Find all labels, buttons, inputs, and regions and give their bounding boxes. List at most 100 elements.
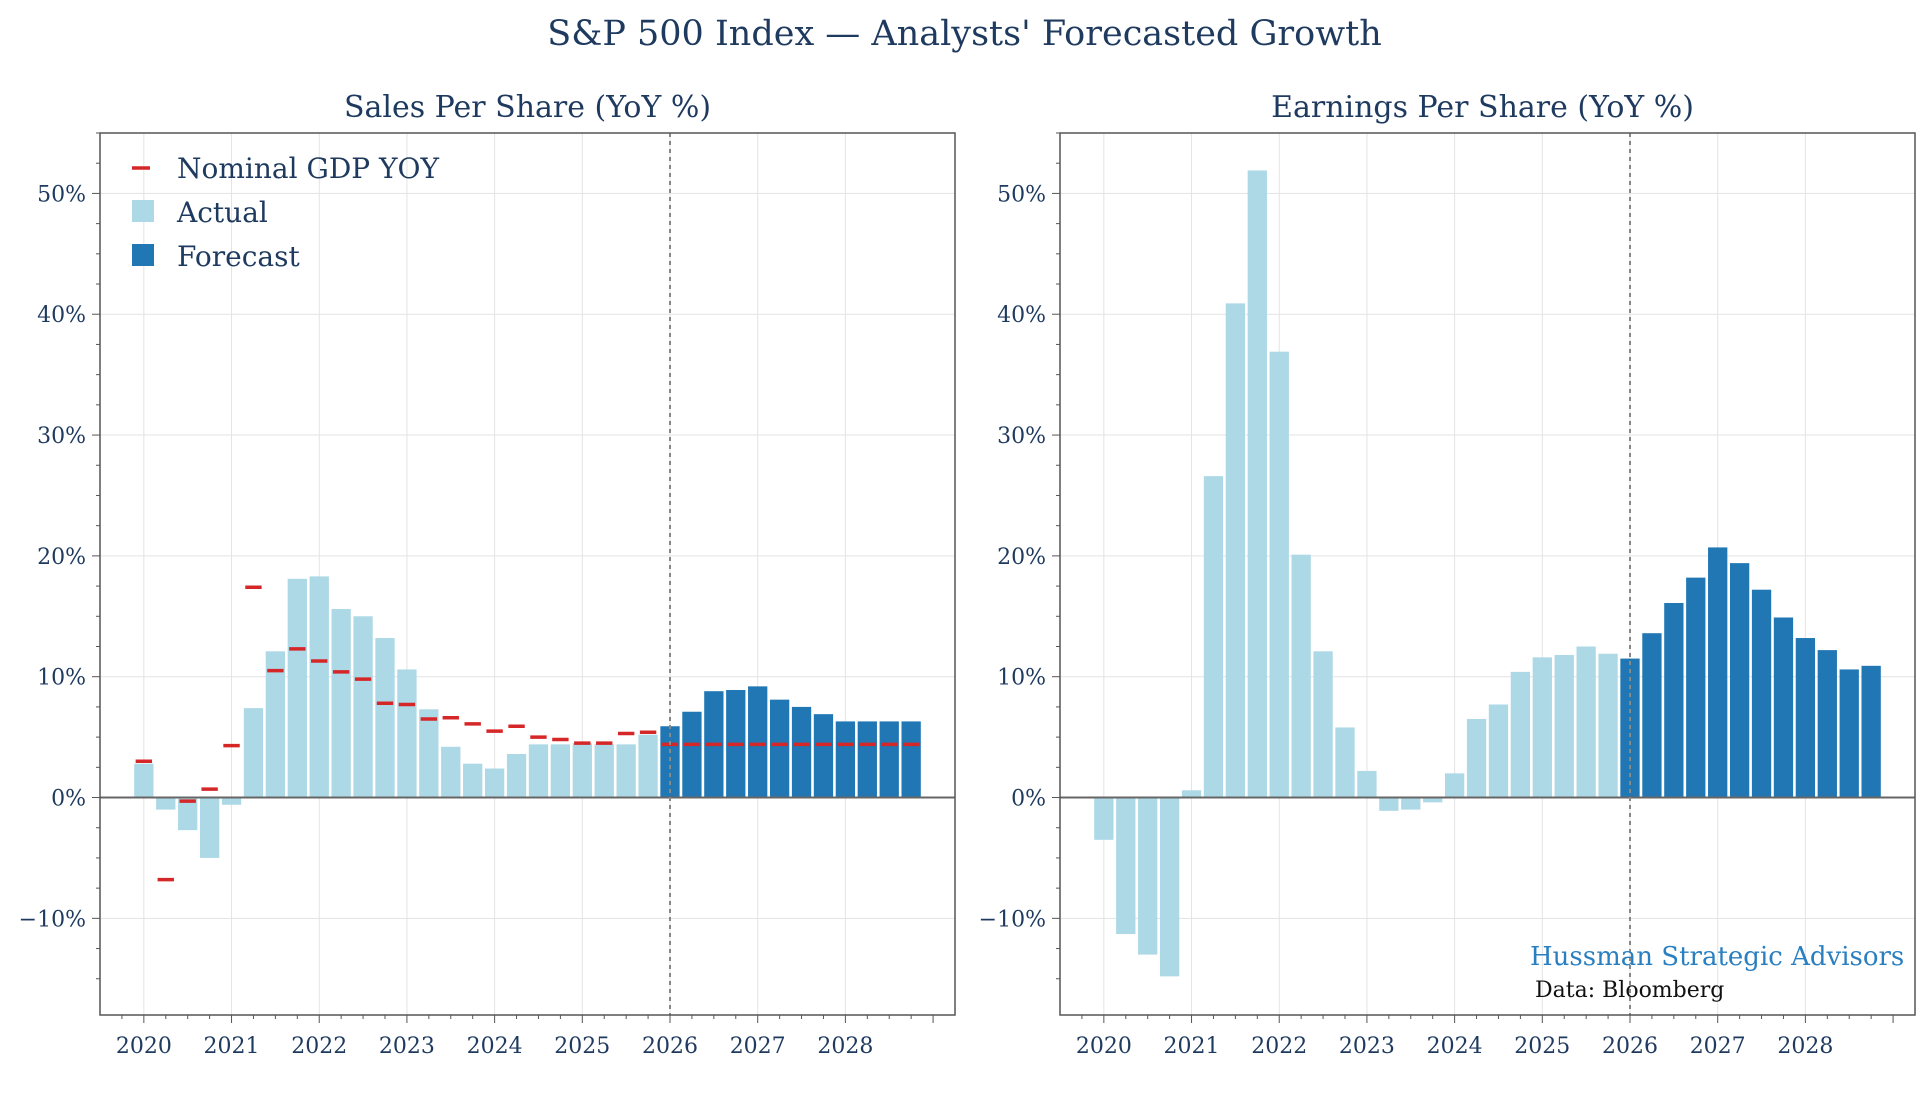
- sales-forecast-bar: [791, 706, 812, 798]
- sales-actual-bar: [463, 763, 483, 798]
- sales-plot-frame: [99, 132, 956, 1016]
- sales-actual-bar: [375, 638, 395, 798]
- brand-label: Hussman Strategic Advisors: [1530, 942, 1905, 972]
- sales-forecast-bar: [682, 711, 702, 798]
- sales-y-tick-label: −10%: [19, 907, 86, 932]
- earnings-actual-bar: [1181, 790, 1202, 798]
- earnings-x-tick-label: 2020: [1076, 1034, 1132, 1059]
- earnings-actual-bar: [1269, 351, 1289, 798]
- earnings-forecast-bar: [1708, 547, 1728, 798]
- sales-forecast-bar: [748, 686, 768, 798]
- earnings-actual-bar: [1225, 303, 1246, 798]
- sales-actual-bar: [134, 763, 154, 798]
- sales-actual-bar: [397, 669, 417, 798]
- earnings-x-tick-label: 2023: [1339, 1034, 1395, 1059]
- sales-forecast-bar: [901, 721, 921, 798]
- earnings-y-tick-label: 0%: [1011, 787, 1046, 812]
- legend-forecast-swatch: [132, 244, 154, 266]
- legend-forecast-label: Forecast: [177, 240, 300, 273]
- earnings-actual-bar: [1291, 554, 1311, 798]
- earnings-actual-bar: [1313, 651, 1333, 798]
- earnings-forecast-bar: [1839, 669, 1859, 798]
- sales-x-tick-label: 2020: [116, 1034, 172, 1059]
- earnings-forecast-bar: [1861, 665, 1881, 798]
- earnings-x-tick-label: 2027: [1690, 1034, 1746, 1059]
- earnings-y-tick-label: 50%: [997, 182, 1046, 207]
- sales-y-tick-label: 10%: [37, 666, 86, 691]
- earnings-actual-bar: [1357, 770, 1377, 798]
- earnings-actual-bar: [1444, 773, 1465, 798]
- sales-y-tick-label: 40%: [37, 303, 86, 328]
- earnings-forecast-bar: [1642, 633, 1662, 798]
- sales-x-tick-label: 2023: [379, 1034, 435, 1059]
- sales-actual-bar: [353, 616, 373, 798]
- sales-actual-bar: [243, 708, 264, 798]
- earnings-y-tick-label: 30%: [997, 424, 1046, 449]
- sales-actual-bar: [594, 744, 614, 798]
- earnings-actual-bar: [1466, 718, 1487, 798]
- earnings-y-tick-label: 20%: [997, 545, 1046, 570]
- sales-actual-bar: [638, 734, 658, 798]
- sales-y-tick-label: 20%: [37, 545, 86, 570]
- sales-forecast-bar: [879, 721, 899, 798]
- earnings-forecast-bar: [1795, 638, 1816, 798]
- legend-actual-swatch: [132, 200, 154, 222]
- earnings-actual-bar: [1094, 797, 1114, 840]
- earnings-actual-bar: [1532, 657, 1552, 798]
- sales-y-tick-label: 30%: [37, 424, 86, 449]
- sales-actual-bar: [572, 743, 592, 798]
- sales-x-tick-label: 2027: [730, 1034, 786, 1059]
- sales-actual-bar: [528, 744, 549, 798]
- earnings-actual-bar: [1510, 671, 1531, 798]
- earnings-actual-bar: [1203, 476, 1224, 798]
- sales-forecast-bar: [835, 721, 856, 798]
- earnings-forecast-bar: [1751, 589, 1772, 798]
- earnings-forecast-bar: [1686, 577, 1706, 798]
- earnings-y-tick-label: −10%: [979, 907, 1046, 932]
- earnings-y-tick-label: 40%: [997, 303, 1046, 328]
- sales-x-tick-label: 2026: [642, 1034, 698, 1059]
- sales-actual-bar: [221, 797, 242, 805]
- earnings-forecast-bar: [1817, 650, 1837, 798]
- legend-nominal-gdp-yoy-label: Nominal GDP YOY: [177, 152, 439, 185]
- earnings-forecast-bar: [1773, 617, 1794, 798]
- earnings-x-tick-label: 2021: [1164, 1034, 1220, 1059]
- earnings-x-tick-label: 2028: [1777, 1034, 1833, 1059]
- earnings-actual-bar: [1379, 797, 1399, 811]
- legend-actual-label: Actual: [176, 196, 268, 229]
- earnings-forecast-bar: [1664, 602, 1684, 798]
- earnings-y-tick-label: 10%: [997, 666, 1046, 691]
- sales-x-tick-label: 2021: [204, 1034, 260, 1059]
- earnings-actual-bar: [1401, 797, 1421, 810]
- sales-y-tick-label: 50%: [37, 182, 86, 207]
- sales-actual-bar: [178, 797, 198, 831]
- earnings-actual-bar: [1159, 797, 1180, 977]
- earnings-actual-bar: [1554, 654, 1574, 798]
- earnings-x-tick-label: 2022: [1251, 1034, 1307, 1059]
- earnings-plot-frame: [1059, 132, 1916, 1016]
- sales-forecast-bar: [769, 699, 790, 798]
- earnings-x-tick-label: 2026: [1602, 1034, 1658, 1059]
- sales-actual-bar: [156, 797, 176, 810]
- earnings-actual-bar: [1598, 653, 1618, 798]
- sales-actual-bar: [550, 744, 571, 798]
- sales-x-tick-label: 2022: [291, 1034, 347, 1059]
- sales-actual-bar: [506, 754, 527, 798]
- earnings-x-tick-label: 2024: [1427, 1034, 1483, 1059]
- sales-actual-bar: [287, 578, 307, 798]
- earnings-actual-bar: [1576, 646, 1596, 798]
- earnings-forecast-bar: [1729, 563, 1750, 798]
- earnings-actual-bar: [1335, 727, 1355, 798]
- sales-y-tick-label: 0%: [51, 787, 86, 812]
- chart-main-title: S&P 500 Index — Analysts' Forecasted Gro…: [547, 14, 1382, 54]
- sales-actual-bar: [199, 797, 220, 858]
- sales-forecast-bar: [813, 714, 834, 798]
- earnings-actual-bar: [1247, 170, 1267, 798]
- sales-actual-bar: [441, 746, 461, 798]
- sales-forecast-bar: [857, 721, 877, 798]
- sales-actual-bar: [419, 709, 439, 798]
- sales-actual-bar: [616, 744, 636, 798]
- earnings-actual-bar: [1423, 797, 1443, 803]
